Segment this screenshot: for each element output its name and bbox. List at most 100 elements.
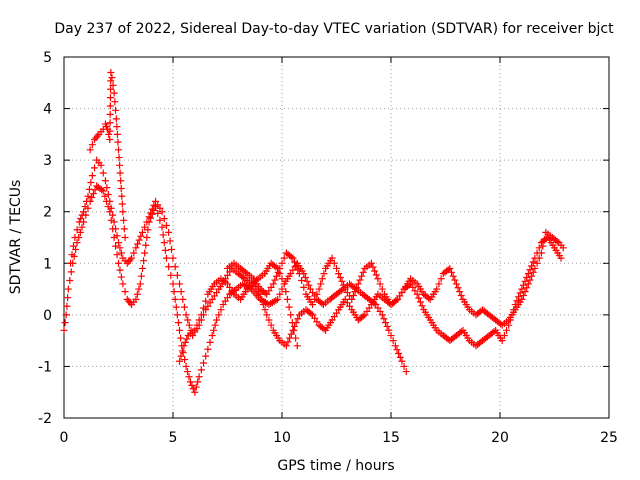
data-point-marker [200, 304, 208, 312]
data-point-marker [66, 276, 74, 284]
data-point-marker [359, 312, 367, 320]
data-point-marker [521, 288, 529, 296]
data-point-marker [174, 319, 182, 327]
data-point-marker [206, 338, 214, 346]
data-point-marker [88, 194, 96, 202]
data-point-marker [498, 337, 506, 345]
data-point-marker [73, 226, 81, 234]
data-point-marker [333, 264, 340, 272]
data-point-marker [524, 280, 532, 288]
data-point-marker [114, 138, 122, 146]
data-point-marker [142, 241, 150, 249]
data-point-marker [106, 102, 114, 110]
y-tick-label: 3 [43, 153, 52, 169]
data-point-marker [557, 254, 565, 262]
data-point-marker [172, 303, 180, 311]
data-point-marker [166, 237, 174, 245]
data-point-marker [176, 326, 184, 334]
data-point-marker [320, 270, 328, 278]
data-point-marker [330, 259, 338, 267]
data-point-marker [192, 383, 200, 391]
data-point-marker [109, 211, 117, 219]
data-point-marker [181, 356, 189, 364]
data-point-marker [519, 292, 527, 300]
data-point-marker [67, 268, 75, 276]
data-point-marker [119, 208, 127, 216]
data-point-marker [117, 249, 125, 257]
data-point-marker [295, 270, 303, 278]
data-point-marker [340, 281, 348, 289]
data-point-marker [63, 302, 71, 310]
data-point-marker [116, 161, 124, 169]
x-tick-label: 5 [169, 430, 178, 446]
data-point-marker [559, 244, 567, 252]
data-point-marker [165, 263, 173, 271]
data-point-marker [435, 280, 443, 288]
data-point-marker [500, 331, 508, 339]
data-point-marker [211, 321, 219, 329]
data-point-marker [503, 326, 511, 334]
data-point-marker [320, 325, 328, 333]
data-point-marker [301, 273, 309, 281]
data-point-marker [138, 228, 146, 236]
data-point-marker [177, 334, 185, 342]
data-point-marker [271, 276, 279, 284]
data-point-marker [283, 295, 291, 303]
data-point-marker [378, 285, 386, 293]
data-point-marker [106, 136, 114, 144]
data-point-marker [529, 258, 537, 266]
data-point-marker [380, 315, 388, 323]
data-point-marker [518, 295, 526, 303]
data-point-marker [113, 123, 121, 131]
data-point-marker [120, 225, 128, 233]
data-point-marker [315, 285, 323, 293]
x-tick-label: 25 [600, 430, 618, 446]
data-point-marker [184, 368, 192, 376]
data-point-marker [171, 263, 179, 271]
data-point-marker [99, 169, 107, 177]
data-point-marker [413, 290, 421, 298]
data-point-marker [269, 280, 277, 288]
data-point-marker [276, 290, 284, 298]
data-point-marker [239, 273, 247, 281]
data-point-marker [540, 235, 548, 243]
data-point-marker [529, 268, 537, 276]
data-point-marker [154, 209, 162, 217]
data-point-marker [143, 218, 151, 226]
data-point-marker [106, 197, 114, 205]
data-point-marker [162, 221, 170, 229]
data-point-marker [398, 357, 406, 365]
data-point-marker [263, 311, 271, 319]
data-point-marker [191, 326, 199, 334]
data-point-marker [120, 216, 128, 224]
data-point-marker [298, 276, 306, 284]
data-point-marker [385, 326, 393, 334]
data-point-marker [294, 315, 302, 323]
x-tick-labels: 0 5 10 15 20 25 [60, 430, 618, 446]
data-point-marker [292, 319, 300, 327]
data-point-marker [159, 231, 167, 239]
data-point-marker [147, 209, 155, 217]
data-point-marker [553, 237, 561, 245]
data-point-marker [87, 178, 95, 186]
data-point-marker [140, 257, 148, 265]
data-point-marker [449, 272, 457, 280]
data-point-marker [138, 264, 146, 272]
data-point-marker [62, 311, 70, 319]
plot-frame [63, 56, 610, 419]
data-point-marker [387, 331, 395, 339]
data-point-marker [535, 244, 543, 252]
data-point-marker [454, 284, 462, 292]
data-point-marker [274, 295, 282, 303]
data-point-marker [103, 184, 111, 192]
data-point-marker [137, 272, 145, 280]
data-point-marker [135, 236, 143, 244]
x-axis-label: GPS time / hours [277, 458, 394, 474]
data-point-marker [106, 110, 114, 118]
data-point-marker [121, 288, 129, 296]
data-point-marker [167, 271, 175, 279]
y-tick-label: 4 [43, 102, 52, 118]
data-point-marker [104, 191, 112, 199]
data-point-marker [437, 275, 445, 283]
data-point-marker [305, 281, 313, 289]
